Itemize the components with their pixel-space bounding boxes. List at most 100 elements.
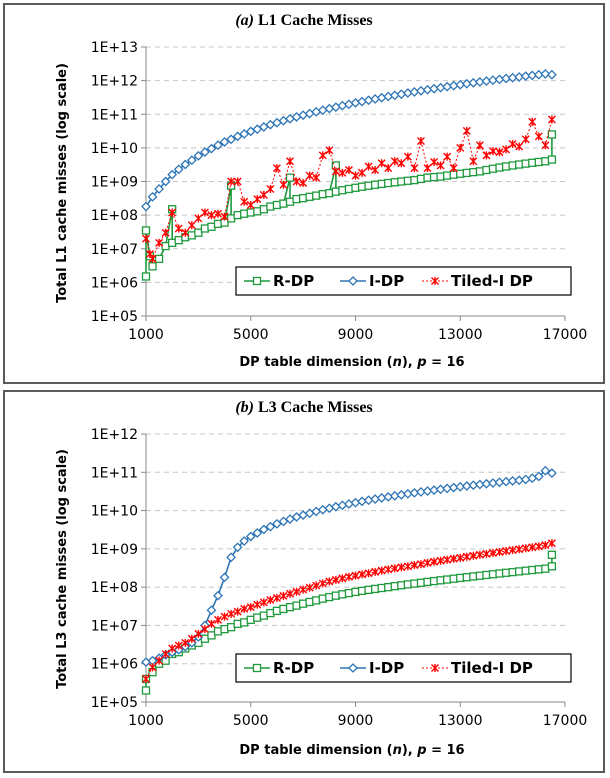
data-point-tiled-i-dp: [416, 560, 425, 569]
data-point-tiled-i-dp: [462, 552, 471, 561]
data-point-r-dp: [547, 130, 557, 139]
data-point-r-dp: [547, 562, 557, 571]
y-tick-label: 1E+10: [91, 504, 138, 520]
data-point-tiled-i-dp: [541, 541, 550, 550]
data-point-tiled-i-dp: [174, 224, 183, 233]
data-point-tiled-i-dp: [207, 619, 216, 628]
data-point-tiled-i-dp: [161, 649, 170, 658]
series-line-tiled-i-dp: [145, 119, 553, 261]
y-tick-label: 1E+10: [91, 141, 138, 157]
data-point-tiled-i-dp: [253, 195, 262, 204]
data-point-tiled-i-dp: [384, 565, 393, 574]
data-point-tiled-i-dp: [403, 152, 412, 161]
data-point-tiled-i-dp: [292, 177, 301, 186]
y-axis-label: Total L1 cache misses (log scale): [55, 63, 70, 303]
data-point-tiled-i-dp: [502, 145, 511, 154]
data-point-tiled-i-dp: [371, 567, 380, 576]
data-point-tiled-i-dp: [351, 171, 360, 180]
data-point-tiled-i-dp: [521, 135, 530, 144]
data-point-i-dp: [278, 516, 289, 527]
data-point-tiled-i-dp: [456, 143, 465, 152]
data-point-tiled-i-dp: [423, 164, 432, 173]
data-point-tiled-i-dp: [449, 164, 458, 173]
data-point-tiled-i-dp: [358, 570, 367, 579]
data-point-i-dp: [383, 91, 394, 102]
data-point-i-dp: [206, 143, 217, 154]
data-point-i-dp: [173, 164, 184, 175]
data-point-r-dp: [547, 155, 557, 164]
data-point-tiled-i-dp: [338, 168, 347, 177]
data-point-tiled-i-dp: [292, 587, 301, 596]
data-point-tiled-i-dp: [286, 157, 295, 166]
data-point-tiled-i-dp: [528, 543, 537, 552]
data-point-i-dp: [344, 99, 354, 110]
data-point-r-dp: [141, 272, 151, 281]
data-point-i-dp: [272, 518, 282, 529]
data-point-i-dp: [141, 657, 151, 668]
data-point-tiled-i-dp: [155, 656, 164, 665]
y-tick-label: 1E+12: [91, 74, 138, 90]
data-point-tiled-i-dp: [318, 151, 327, 160]
data-point-tiled-i-dp: [488, 548, 497, 557]
data-point-tiled-i-dp: [299, 179, 308, 188]
data-point-tiled-i-dp: [207, 211, 216, 220]
legend-box: [235, 653, 572, 683]
data-point-tiled-i-dp: [318, 579, 327, 588]
data-point-i-dp: [213, 140, 223, 151]
data-point-i-dp: [363, 95, 374, 106]
l1-chart-svg: (a) L1 Cache Misses 1E+05 1E+06 1E+07 1E+08…: [55, 12, 587, 370]
legend-label-i-dp: I-DP: [369, 659, 404, 677]
data-point-r-dp: [141, 686, 151, 695]
data-point-tiled-i-dp: [331, 167, 340, 176]
series-line-r-dp: [145, 134, 553, 277]
data-point-i-dp: [226, 134, 237, 145]
data-point-r-dp: [547, 550, 557, 559]
data-point-tiled-i-dp: [299, 585, 308, 594]
data-point-i-dp: [520, 474, 531, 485]
data-point-i-dp: [200, 147, 210, 157]
data-point-tiled-i-dp: [272, 164, 281, 173]
data-point-i-dp: [357, 496, 367, 507]
y-tick-label: 1E+06: [91, 275, 138, 291]
data-point-tiled-i-dp: [351, 571, 360, 580]
data-point-tiled-i-dp: [547, 115, 556, 124]
data-point-tiled-i-dp: [488, 147, 497, 156]
data-point-tiled-i-dp: [390, 157, 399, 166]
data-point-i-dp: [245, 531, 256, 542]
data-point-tiled-i-dp: [358, 168, 367, 177]
legend: R-DP I-DP Tiled-I DP: [235, 653, 572, 683]
data-point-tiled-i-dp: [534, 132, 543, 141]
data-point-i-dp: [330, 102, 341, 113]
data-point-tiled-i-dp: [443, 152, 452, 161]
chart-title: (a) L1 Cache Misses: [235, 12, 372, 29]
data-point-tiled-i-dp: [227, 177, 236, 186]
data-point-i-dp: [193, 150, 204, 161]
legend-marker-tiled-i-dp: [431, 277, 439, 285]
data-point-tiled-i-dp: [390, 564, 399, 573]
data-point-tiled-i-dp: [377, 566, 386, 575]
data-point-i-dp: [239, 536, 250, 546]
data-point-tiled-i-dp: [344, 165, 353, 174]
data-point-i-dp: [265, 521, 276, 532]
data-point-tiled-i-dp: [246, 603, 255, 612]
y-tick-label: 1E+11: [91, 107, 138, 123]
data-point-i-dp: [180, 159, 191, 170]
data-point-i-dp: [232, 131, 243, 142]
y-tick-label: 1E+05: [91, 695, 138, 711]
legend-marker-i-dp: [348, 276, 358, 286]
data-point-i-dp: [350, 97, 361, 108]
data-point-tiled-i-dp: [403, 562, 412, 571]
data-point-tiled-i-dp: [410, 164, 419, 173]
data-point-tiled-i-dp: [220, 612, 229, 621]
data-point-tiled-i-dp: [436, 161, 445, 170]
data-point-tiled-i-dp: [449, 554, 458, 563]
y-tick-label: 1E+05: [91, 309, 138, 325]
x-axis-label: DP table dimension (n), p = 16: [239, 355, 464, 370]
data-point-tiled-i-dp: [187, 221, 196, 230]
data-point-i-dp: [219, 572, 230, 583]
data-point-tiled-i-dp: [436, 556, 445, 565]
data-point-tiled-i-dp: [279, 180, 288, 189]
data-point-i-dp: [252, 528, 263, 538]
data-point-tiled-i-dp: [495, 148, 504, 157]
data-point-tiled-i-dp: [495, 547, 504, 556]
